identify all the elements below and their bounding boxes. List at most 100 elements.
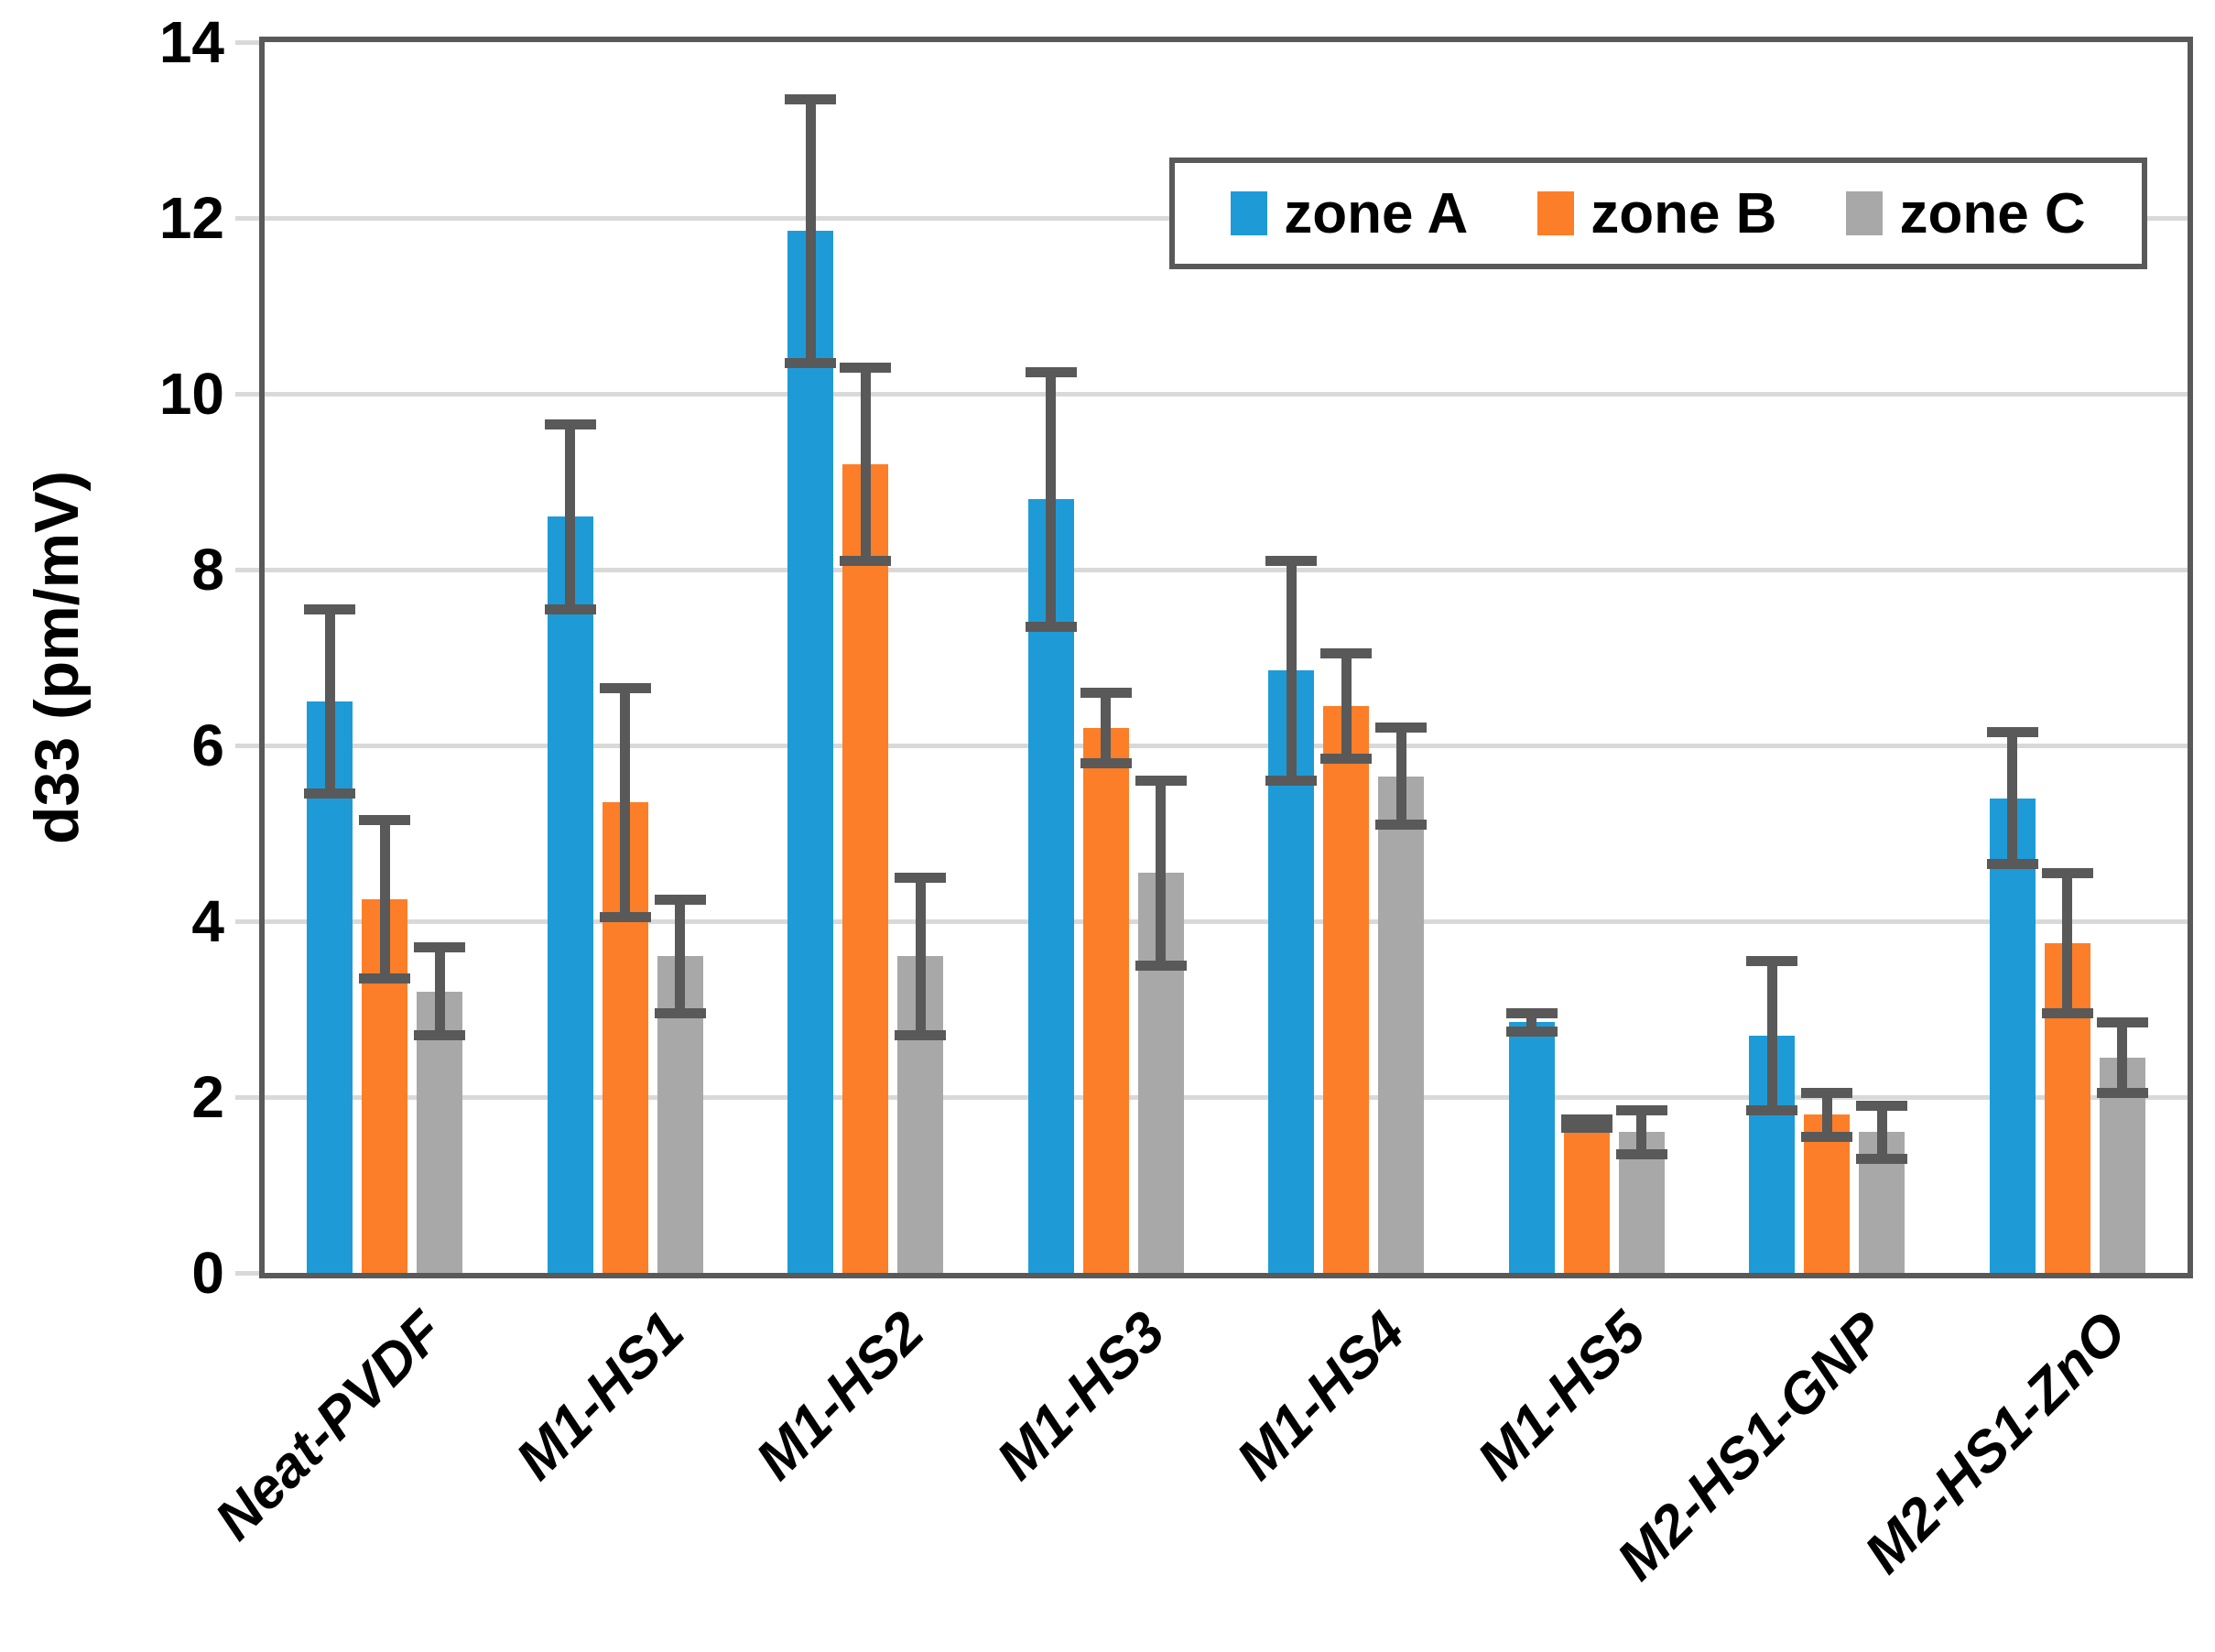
y-axis-tick-label-14: 14 [158,9,224,75]
error-cap-top-zone-C-M1-HS3 [1135,775,1187,786]
error-cap-bottom-zone-A-M1-HS2 [785,357,837,368]
error-whisker-zone-A-M1-HS1 [565,424,576,610]
y-axis-tick-8 [235,567,259,572]
bar-zone-A-M2-HS1-ZnO [1989,798,2036,1273]
error-cap-bottom-zone-C-M1-HS5 [1615,1148,1667,1159]
error-whisker-zone-C-M2-HS1-ZnO [2117,1022,2128,1093]
error-whisker-zone-A-M2-HS1-ZnO [2007,732,2018,864]
y-axis-tick-label-2: 2 [191,1064,224,1130]
error-whisker-zone-A-M1-HS2 [805,99,816,364]
error-cap-top-zone-A-M2-HS1-GNP [1746,955,1798,966]
error-cap-bottom-zone-C-M2-HS1-ZnO [2096,1087,2148,1098]
error-cap-top-zone-C-M1-HS4 [1375,723,1428,734]
error-whisker-zone-C-M1-HS2 [915,877,926,1036]
error-cap-bottom-zone-A-M1-HS4 [1265,775,1318,786]
bar-zone-A-M1-HS1 [547,516,593,1273]
error-cap-bottom-zone-A-M1-HS5 [1505,1026,1558,1037]
error-cap-bottom-zone-C-M1-HS1 [654,1008,706,1019]
error-cap-bottom-zone-C-Neat-PVDF [414,1030,466,1041]
legend: zone A zone B zone C [1169,158,2147,269]
error-whisker-zone-B-M2-HS1-ZnO [2062,873,2073,1014]
error-whisker-zone-A-M1-HS3 [1046,372,1057,627]
error-cap-top-zone-B-M2-HS1-ZnO [2041,867,2093,878]
legend-label-zone-c: zone C [1899,181,2086,245]
error-cap-top-zone-B-M1-HS4 [1320,647,1373,658]
bar-zone-B-M1-HS5 [1563,1123,1610,1273]
error-cap-top-zone-A-M2-HS1-ZnO [1986,727,2038,738]
y-axis-tick-2 [235,1094,259,1100]
error-whisker-zone-C-M1-HS4 [1395,727,1406,825]
y-axis-tick-label-8: 8 [191,537,224,603]
error-cap-top-zone-A-M1-HS2 [785,93,837,104]
error-cap-bottom-zone-A-Neat-PVDF [304,788,356,799]
error-cap-bottom-zone-B-Neat-PVDF [359,973,411,984]
error-cap-top-zone-B-M2-HS1-GNP [1801,1087,1853,1098]
error-cap-bottom-zone-C-M1-HS2 [895,1030,947,1041]
y-axis-tick-0 [235,1270,259,1276]
error-cap-top-zone-A-M1-HS4 [1265,555,1318,566]
error-whisker-zone-C-Neat-PVDF [434,947,445,1036]
gridline-y8 [265,567,2188,572]
gridline-y6 [265,743,2188,748]
error-whisker-zone-B-M1-HS4 [1341,653,1352,759]
y-axis-tick-10 [235,391,259,397]
error-whisker-zone-B-M1-HS2 [860,367,871,561]
error-cap-bottom-zone-C-M1-HS4 [1375,819,1428,830]
error-cap-top-zone-A-M1-HS1 [544,419,596,430]
error-whisker-zone-C-M1-HS5 [1636,1110,1647,1155]
error-cap-top-zone-B-M1-HS5 [1560,1114,1612,1125]
error-cap-top-zone-A-Neat-PVDF [304,603,356,614]
bar-zone-B-M1-HS4 [1323,705,1370,1273]
error-whisker-zone-C-M1-HS1 [675,899,686,1014]
error-cap-bottom-zone-B-M1-HS1 [599,911,651,922]
gridline-y4 [265,918,2188,924]
zone-c-swatch-icon [1846,191,1884,235]
y-axis-tick-14 [235,39,259,45]
error-whisker-zone-A-M2-HS1-GNP [1766,961,1777,1111]
zone-b-swatch-icon [1537,191,1575,235]
error-cap-top-zone-B-M1-HS3 [1080,687,1132,698]
y-axis-tick-label-0: 0 [191,1240,224,1306]
y-axis-tick-12 [235,215,259,221]
error-cap-top-zone-C-Neat-PVDF [414,942,466,953]
error-cap-top-zone-A-M1-HS5 [1505,1008,1558,1019]
error-whisker-zone-A-M1-HS4 [1286,560,1297,781]
y-axis-tick-label-6: 6 [191,712,224,778]
error-cap-top-zone-B-M1-HS1 [599,683,651,694]
legend-item-zone-b: zone B [1537,181,1776,246]
error-whisker-zone-C-M2-HS1-GNP [1876,1105,1887,1159]
y-axis-tick-4 [235,918,259,924]
legend-item-zone-a: zone A [1231,181,1468,246]
error-cap-bottom-zone-C-M1-HS3 [1135,960,1187,971]
y-axis-tick-label-10: 10 [158,361,224,427]
error-cap-bottom-zone-A-M1-HS1 [544,603,596,614]
error-cap-top-zone-C-M1-HS5 [1615,1104,1667,1115]
error-cap-top-zone-A-M1-HS3 [1025,366,1077,377]
error-cap-bottom-zone-A-M1-HS3 [1025,621,1077,632]
error-whisker-zone-A-Neat-PVDF [324,609,335,794]
error-whisker-zone-A-M1-HS5 [1526,1013,1537,1031]
legend-label-zone-b: zone B [1591,181,1777,245]
zone-a-swatch-icon [1231,191,1268,235]
bar-zone-B-M1-HS3 [1082,727,1129,1273]
bar-zone-A-M1-HS2 [787,231,834,1273]
error-cap-bottom-zone-B-M1-HS2 [840,555,892,566]
error-cap-top-zone-C-M1-HS2 [895,872,947,883]
y-axis-tick-label-4: 4 [191,888,224,954]
error-whisker-zone-C-M1-HS3 [1156,780,1167,965]
bar-zone-B-M1-HS2 [842,463,889,1273]
y-axis-title: d33 (pm/mV) [22,470,92,845]
error-cap-top-zone-B-M1-HS2 [840,362,892,373]
error-cap-top-zone-C-M2-HS1-ZnO [2096,1016,2148,1027]
error-cap-bottom-zone-B-M1-HS3 [1080,757,1132,768]
error-whisker-zone-B-Neat-PVDF [379,820,390,979]
gridline-y10 [265,391,2188,397]
bar-zone-A-M1-HS5 [1508,1022,1555,1273]
error-cap-bottom-zone-B-M1-HS4 [1320,753,1373,764]
error-cap-bottom-zone-C-M2-HS1-GNP [1856,1153,1908,1164]
y-axis-tick-6 [235,743,259,748]
error-cap-bottom-zone-B-M2-HS1-ZnO [2041,1008,2093,1019]
error-cap-top-zone-C-M2-HS1-GNP [1856,1101,1908,1112]
error-cap-top-zone-C-M1-HS1 [654,894,706,905]
